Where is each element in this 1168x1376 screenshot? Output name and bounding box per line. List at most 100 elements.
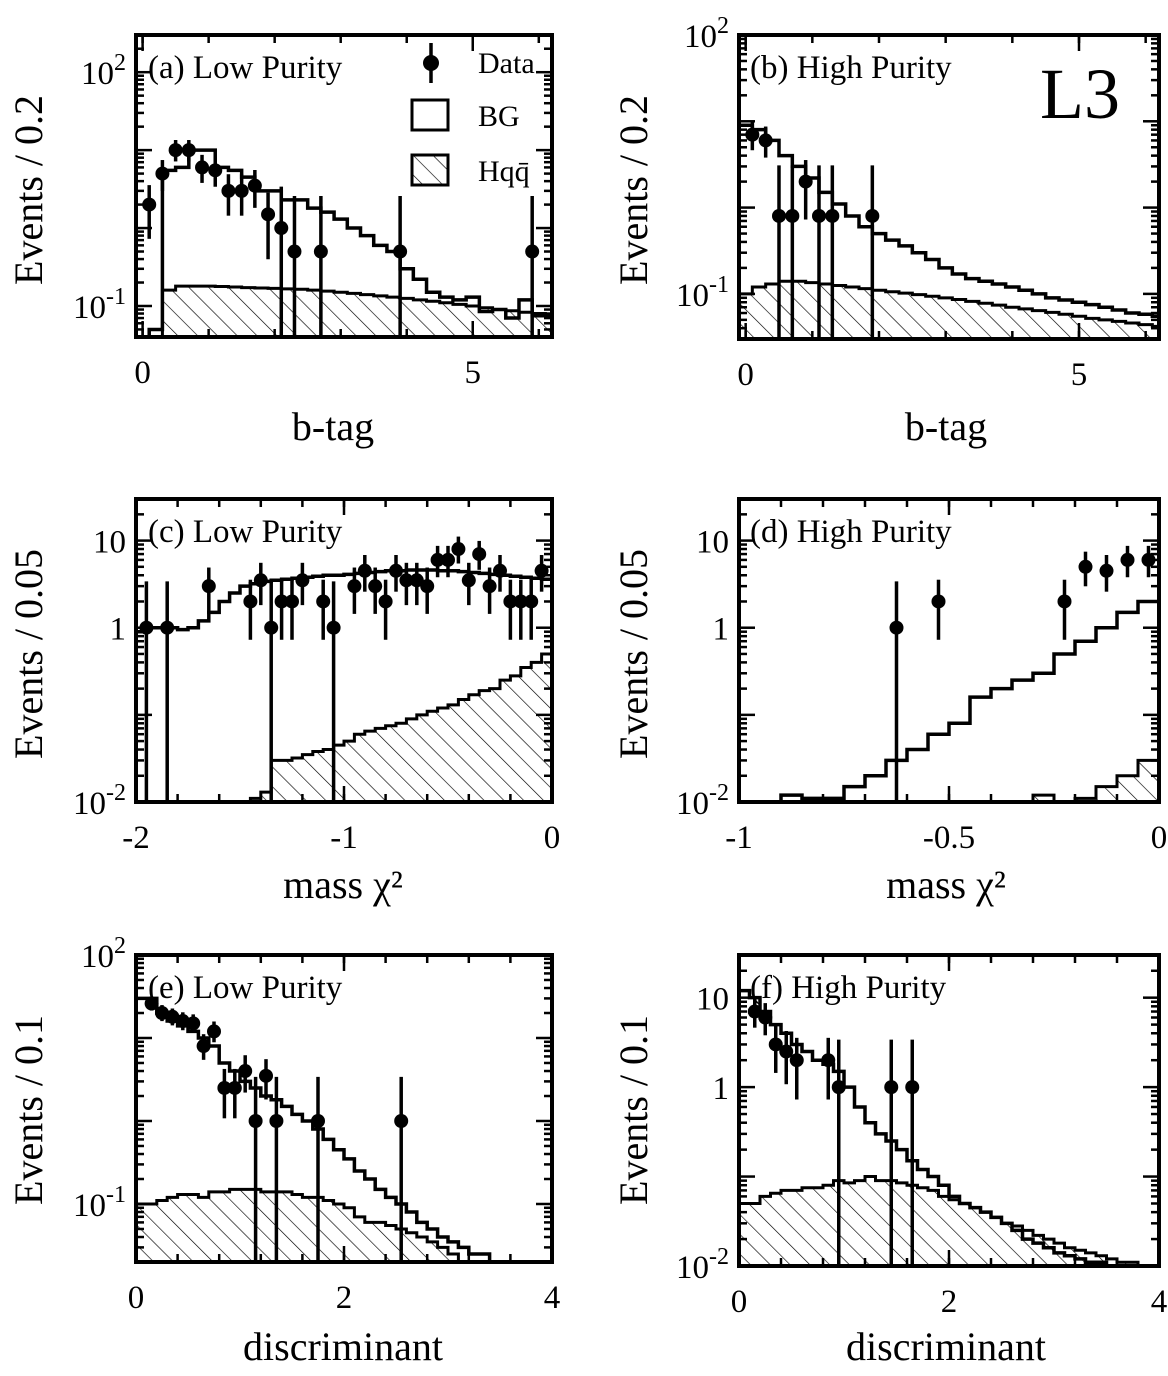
- data-marker: [745, 127, 760, 142]
- legend-bg-label: BG: [478, 100, 520, 133]
- data-points: [889, 545, 1156, 802]
- y-tick-label: 10-1: [73, 284, 126, 326]
- panel-title: (f) High Purity: [750, 970, 947, 1006]
- data-marker: [1078, 559, 1093, 574]
- experiment-logo: L3: [1040, 54, 1120, 134]
- data-marker: [259, 1068, 273, 1083]
- x-axis-label: mass χ²: [283, 862, 403, 907]
- legend-data-label: Data: [478, 47, 535, 80]
- data-marker: [347, 579, 362, 594]
- x-tick-label: 0: [134, 355, 151, 391]
- data-point: [238, 1055, 253, 1093]
- data-point: [472, 540, 487, 570]
- data-marker: [217, 1080, 232, 1095]
- data-marker: [812, 208, 826, 223]
- signal-histogram: [136, 284, 552, 337]
- data-marker: [865, 208, 880, 223]
- data-point: [525, 196, 540, 337]
- background-histogram: [136, 148, 552, 337]
- data-point: [326, 581, 341, 802]
- data-marker: [513, 594, 528, 609]
- data-marker: [747, 1004, 762, 1019]
- data-point: [889, 581, 904, 802]
- data-point: [1057, 579, 1072, 640]
- data-point: [785, 165, 800, 339]
- data-point: [139, 581, 154, 802]
- panel-title: (d) High Purity: [750, 514, 952, 550]
- data-marker: [326, 620, 341, 635]
- data-point: [274, 186, 289, 337]
- y-tick-label: 10-1: [73, 1182, 126, 1224]
- data-point: [196, 1034, 211, 1060]
- data-marker: [274, 221, 289, 236]
- data-marker: [1120, 552, 1135, 567]
- data-point: [142, 185, 157, 239]
- x-tick-label: 4: [544, 1280, 561, 1316]
- data-marker: [931, 594, 946, 609]
- data-marker: [524, 594, 539, 609]
- data-point: [884, 1039, 899, 1266]
- y-tick-label: 102: [81, 50, 126, 92]
- x-tick-label: -1: [725, 820, 753, 856]
- data-point: [217, 1068, 232, 1119]
- data-point: [311, 1076, 325, 1262]
- data-point: [768, 1025, 783, 1073]
- data-marker: [247, 178, 262, 193]
- axis-ticks: 0 2 4 10-2 1 10: [676, 953, 1167, 1320]
- data-marker: [420, 579, 435, 594]
- signal-histogram: [739, 647, 1159, 802]
- data-marker: [409, 573, 424, 588]
- background-histogram: [136, 996, 552, 1262]
- data-marker: [144, 996, 159, 1011]
- data-points: [745, 121, 880, 339]
- data-marker: [261, 207, 276, 222]
- data-marker: [368, 579, 383, 594]
- data-marker: [186, 1016, 201, 1031]
- data-points: [142, 140, 540, 337]
- data-point: [905, 1039, 920, 1266]
- x-tick-label: -0.5: [923, 820, 975, 856]
- y-axis-label: Events / 0.2: [611, 95, 656, 285]
- data-point: [195, 154, 210, 183]
- data-marker: [274, 594, 289, 609]
- data-point: [430, 545, 445, 578]
- data-point: [1099, 554, 1114, 592]
- background-hist-path: [739, 123, 1159, 339]
- y-tick-label: 102: [81, 933, 126, 975]
- data-point: [758, 1003, 773, 1036]
- data-marker: [264, 620, 279, 635]
- plot-frame: [737, 33, 1161, 341]
- data-marker: [758, 133, 773, 148]
- data-marker: [208, 163, 223, 178]
- data-point: [831, 1039, 846, 1266]
- data-point: [451, 536, 466, 564]
- plot-frame: [134, 33, 554, 339]
- x-axis-label: b-tag: [905, 404, 987, 449]
- signal-hist-path: [739, 1175, 1159, 1266]
- data-point: [482, 567, 497, 614]
- data-marker: [451, 542, 466, 557]
- y-axis-label: Events / 0.05: [611, 549, 656, 759]
- data-marker: [1057, 594, 1072, 609]
- data-point: [789, 1037, 804, 1100]
- signal-histogram: [739, 1175, 1159, 1266]
- data-marker: [313, 244, 328, 259]
- data-marker: [201, 579, 216, 594]
- data-marker: [378, 594, 393, 609]
- data-marker: [779, 1044, 794, 1059]
- y-axis-label: Events / 0.05: [6, 549, 51, 759]
- data-point: [201, 567, 216, 614]
- panel-c: -2 -1 0 10-2 1 10 (c) Low Purity mass χ² Even…: [6, 497, 560, 907]
- data-marker: [482, 579, 497, 594]
- data-point: [287, 196, 302, 337]
- data-point: [274, 579, 289, 640]
- data-point: [931, 579, 946, 640]
- data-point: [227, 1068, 242, 1119]
- data-marker: [394, 1113, 409, 1128]
- data-point: [247, 169, 262, 208]
- x-tick-label: 0: [128, 1280, 145, 1316]
- y-tick-label: 10-2: [676, 780, 729, 822]
- data-point: [399, 562, 414, 606]
- data-point: [357, 554, 372, 592]
